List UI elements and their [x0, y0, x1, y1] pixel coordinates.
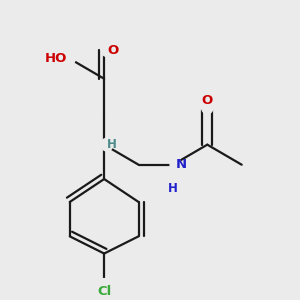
Text: H: H [107, 138, 117, 151]
Text: HO: HO [44, 52, 67, 65]
Text: O: O [202, 94, 213, 107]
Ellipse shape [101, 44, 113, 56]
Text: N: N [176, 158, 187, 171]
Ellipse shape [170, 158, 182, 171]
Ellipse shape [202, 101, 213, 114]
Ellipse shape [96, 279, 113, 292]
Ellipse shape [58, 52, 76, 65]
Text: O: O [107, 44, 118, 57]
Text: Cl: Cl [97, 285, 111, 298]
Text: H: H [168, 182, 178, 195]
Ellipse shape [101, 138, 113, 151]
